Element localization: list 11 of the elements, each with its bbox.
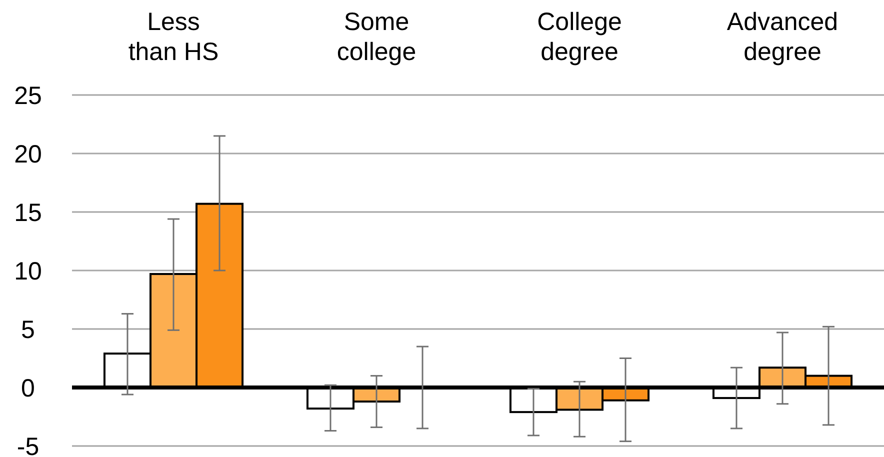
y-tick-label: 10 (14, 257, 42, 286)
y-tick-label: 5 (21, 316, 35, 344)
x-tick-label: Less than HS (128, 8, 219, 66)
x-tick-label: College degree (537, 8, 622, 66)
y-tick-label: 25 (14, 82, 42, 110)
y-tick-label: 0 (21, 374, 35, 402)
y-tick-label: -5 (16, 432, 40, 457)
y-tick-label: 20 (14, 140, 42, 168)
y-tick-label: 15 (14, 198, 42, 227)
x-tick-label: Some college (336, 8, 416, 66)
x-tick-label: Advanced degree (726, 8, 838, 66)
